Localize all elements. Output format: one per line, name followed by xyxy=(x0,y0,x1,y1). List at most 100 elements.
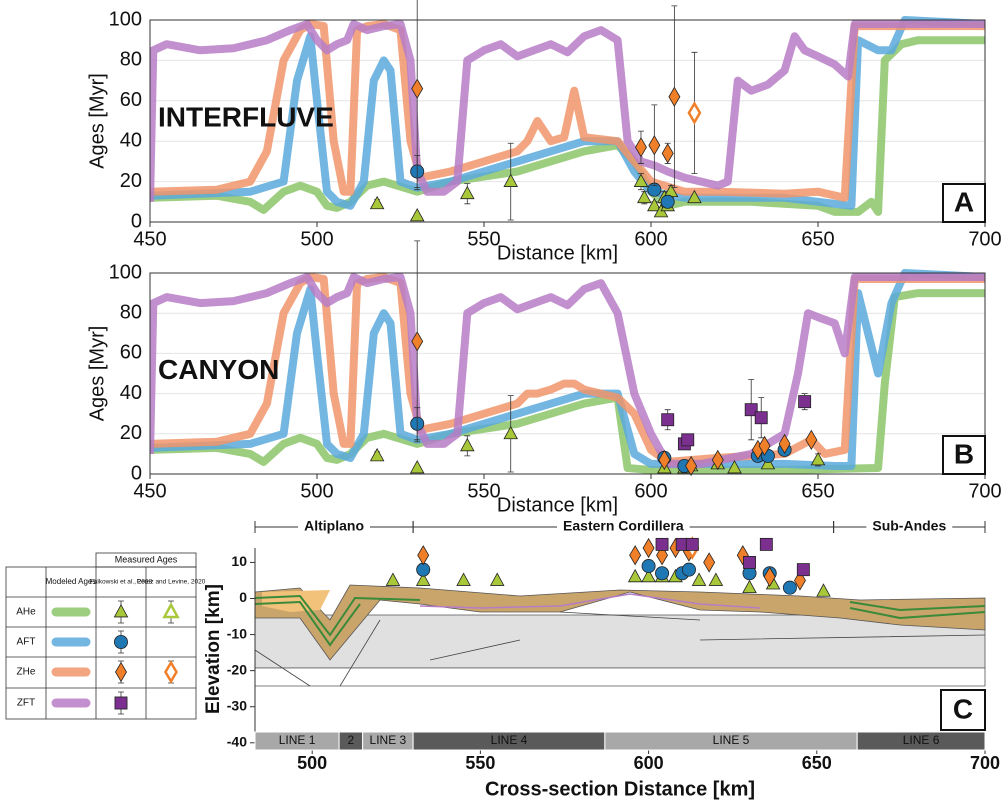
panel-annotation: CANYON xyxy=(158,354,279,385)
y-tick-label: 0 xyxy=(239,589,247,605)
model-line xyxy=(150,20,985,202)
marker-triangle xyxy=(816,583,831,597)
y-tick-label: 40 xyxy=(120,382,142,404)
x-tick-label: 650 xyxy=(801,480,834,502)
x-tick-label: 550 xyxy=(465,753,495,773)
marker-triangle xyxy=(409,207,425,222)
y-axis-label: Elevation [km] xyxy=(203,584,224,714)
marker-diamond xyxy=(658,449,671,471)
x-tick-label: 450 xyxy=(133,480,166,502)
marker-diamond xyxy=(685,455,698,477)
y-tick-label: 40 xyxy=(120,129,142,151)
legend-row-label: ZHe xyxy=(17,667,36,678)
marker-triangle xyxy=(489,572,505,586)
panel-annotation: INTERFLUVE xyxy=(158,101,334,132)
survey-line xyxy=(856,731,986,751)
marker-diamond xyxy=(115,661,127,683)
marker-triangle xyxy=(708,572,724,586)
marker-triangle xyxy=(503,425,518,440)
y-tick-label: 80 xyxy=(120,49,142,71)
y-tick-label: 10 xyxy=(231,553,247,569)
marker-square xyxy=(798,395,812,409)
x-tick-label: 500 xyxy=(300,480,333,502)
panel-letter-box xyxy=(942,183,986,223)
marker-triangle xyxy=(456,572,471,586)
y-tick-label: 80 xyxy=(120,301,142,323)
marker-diamond xyxy=(711,449,724,471)
geology xyxy=(254,584,986,687)
plot-frame xyxy=(149,19,986,223)
x-tick-label: 600 xyxy=(634,480,667,502)
marker-diamond xyxy=(805,429,818,450)
marker-diamond xyxy=(794,570,806,591)
marker-triangle xyxy=(162,602,180,619)
marker-triangle xyxy=(627,568,643,583)
marker-triangle xyxy=(385,572,401,586)
marker-square xyxy=(744,403,758,417)
survey-line-label: LINE 1 xyxy=(279,733,316,747)
y-tick-label: 20 xyxy=(120,170,142,192)
region-label: Sub-Andes xyxy=(872,518,946,534)
marker-diamond xyxy=(164,660,178,684)
marker-diamond xyxy=(758,435,771,456)
marker-circle xyxy=(782,580,797,595)
plot-lines xyxy=(150,16,985,216)
marker-triangle xyxy=(113,604,129,618)
y-tick-label: -40 xyxy=(227,733,247,749)
y-axis-label: Ages [Myr] xyxy=(86,73,108,169)
region-label: Altiplano xyxy=(304,518,364,534)
marker-triangle xyxy=(691,572,707,586)
marker-circle xyxy=(681,562,696,577)
y-tick-label: -20 xyxy=(227,661,247,677)
marker-square xyxy=(754,411,768,425)
marker-triangle xyxy=(633,173,649,187)
marker-circle xyxy=(114,635,129,650)
x-tick-label: 550 xyxy=(467,228,500,250)
survey-line-label: 2 xyxy=(348,733,355,747)
marker-triangle xyxy=(409,459,425,474)
marker-triangle xyxy=(641,568,656,583)
marker-triangle xyxy=(415,572,431,586)
marker-square xyxy=(796,563,810,577)
marker-circle xyxy=(641,559,656,574)
marker-diamond xyxy=(417,545,430,566)
marker-diamond xyxy=(411,331,424,352)
legend-row-label: AFT xyxy=(17,637,36,648)
marker-triangle xyxy=(727,459,742,474)
region-label: Eastern Cordillera xyxy=(563,518,684,534)
marker-triangle xyxy=(369,447,385,462)
x-tick-label: 550 xyxy=(467,480,500,502)
marker-triangle xyxy=(687,189,702,204)
marker-square xyxy=(759,537,773,551)
x-tick-label: 650 xyxy=(801,228,834,250)
x-tick-label: 500 xyxy=(300,228,333,250)
marker-diamond xyxy=(642,537,655,559)
survey-line-label: LINE 3 xyxy=(370,733,407,747)
marker-square xyxy=(685,537,699,551)
y-tick-label: 60 xyxy=(120,342,142,364)
legend-table xyxy=(5,552,197,720)
marker-diamond xyxy=(411,78,424,99)
survey-line-label: LINE 5 xyxy=(713,733,750,747)
x-tick-label: 700 xyxy=(968,228,1001,250)
marker-square xyxy=(661,413,675,427)
model-line xyxy=(150,16,985,210)
y-tick-label: 60 xyxy=(120,89,142,111)
panel-letter-box xyxy=(940,689,986,731)
legend-header: Measured Ages xyxy=(115,554,178,564)
marker-diamond xyxy=(703,552,716,573)
marker-square xyxy=(655,537,669,551)
model-line xyxy=(150,289,985,474)
marker-square xyxy=(743,555,756,569)
legend-column: Perez and Levine, 2020 xyxy=(137,579,206,586)
marker-diamond xyxy=(661,143,674,164)
x-axis-label: Cross-section Distance [km] xyxy=(485,778,755,800)
marker-square xyxy=(681,433,695,447)
legend-row-label: ZFT xyxy=(17,698,35,709)
marker-square xyxy=(114,696,128,710)
region-label-bg xyxy=(557,518,690,536)
legend-row-label: AHe xyxy=(16,607,36,618)
marker-diamond xyxy=(687,101,702,125)
y-tick-label: 0 xyxy=(131,210,142,232)
